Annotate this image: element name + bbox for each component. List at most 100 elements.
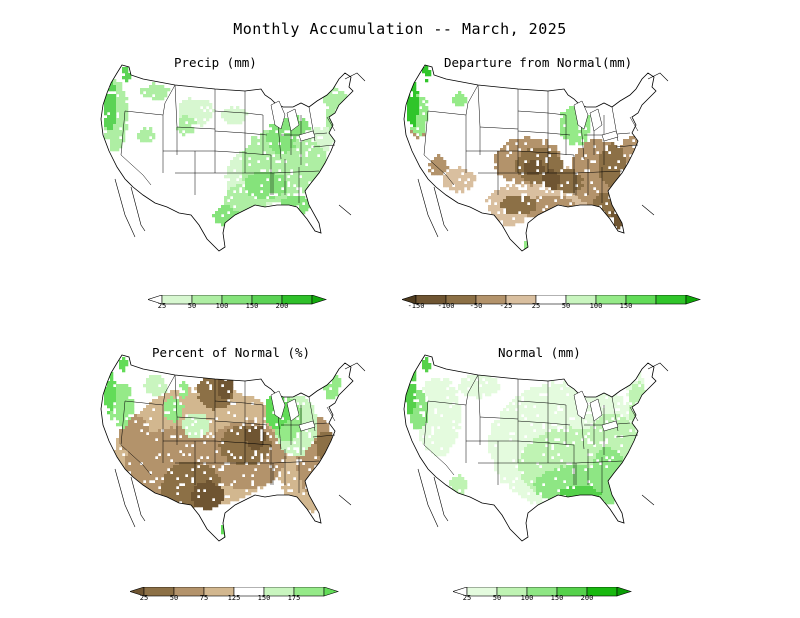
map-fill-cell (494, 154, 498, 158)
map-fill-cell (296, 399, 300, 403)
map-fill-cell (266, 160, 270, 164)
map-fill-cell (308, 187, 312, 191)
map-fill-cell (182, 495, 186, 499)
map-fill-cell (218, 441, 222, 445)
map-fill-cell (593, 151, 597, 155)
map-fill-cell (191, 489, 195, 493)
map-fill-cell (617, 163, 621, 167)
map-fill-cell (539, 199, 543, 203)
map-fill-cell (284, 187, 288, 191)
map-fill-cell (275, 435, 279, 439)
map-fill-cell (302, 408, 306, 412)
map-fill-cell (293, 214, 297, 218)
map-fill-cell (146, 462, 150, 466)
map-fill-cell (146, 474, 150, 478)
map-fill-cell (230, 160, 234, 164)
map-fill-cell (212, 441, 216, 445)
map-fill-cell (446, 172, 450, 176)
map-fill-cell (224, 175, 228, 179)
map-fill-cell (290, 423, 294, 427)
map-fill-cell (311, 462, 315, 466)
map-fill-cell (197, 492, 201, 496)
map-fill-cell (200, 387, 204, 391)
map-fill-cell (218, 402, 222, 406)
map-fill-cell (332, 456, 336, 460)
map-fill-cell (251, 411, 255, 415)
map-fill-cell (155, 480, 159, 484)
map-fill-cell (284, 208, 288, 212)
map-fill-cell (284, 136, 288, 140)
map-fill-cell (146, 441, 150, 445)
map-fill-cell (146, 91, 150, 95)
map-fill-cell (296, 453, 300, 457)
map-fill-cell (512, 148, 516, 152)
map-fill-cell (233, 432, 237, 436)
map-fill-cell (212, 468, 216, 472)
map-fill-cell (512, 202, 516, 206)
colorbar-tick-label: 50 (187, 302, 197, 310)
map-fill-cell (110, 375, 114, 379)
map-fill-cell (251, 166, 255, 170)
map-fill-cell (275, 190, 279, 194)
map-fill-cell (221, 402, 225, 406)
map-fill-cell (122, 429, 126, 433)
map-fill-cell (455, 97, 459, 101)
map-fill-cell (578, 196, 582, 200)
map-fill-cell (218, 423, 222, 427)
map-fill-cell (500, 163, 504, 167)
map-fill-cell (179, 414, 183, 418)
map-fill-cell (191, 486, 195, 490)
map-fill-cell (104, 127, 108, 131)
map-fill-cell (236, 115, 240, 119)
map-fill-cell (590, 190, 594, 194)
map-fill-cell (299, 202, 303, 206)
map-fill-cell (233, 157, 237, 161)
map-fill-cell (329, 393, 333, 397)
map-fill-cell (119, 145, 123, 149)
map-fill-cell (227, 468, 231, 472)
map-fill-cell (260, 468, 264, 472)
map-fill-cell (212, 396, 216, 400)
map-fill-cell (200, 450, 204, 454)
map-fill-cell (581, 175, 585, 179)
map-fill-cell (110, 414, 114, 418)
map-fill-cell (323, 489, 327, 493)
map-fill-cell (281, 471, 285, 475)
map-fill-cell (443, 163, 447, 167)
map-fill-cell (278, 166, 282, 170)
colorbar-segment (655, 294, 687, 305)
map-fill-cell (602, 208, 606, 212)
map-fill-cell (158, 438, 162, 442)
map-fill-cell (185, 465, 189, 469)
map-fill-cell (272, 130, 276, 134)
map-fill-cell (284, 154, 288, 158)
map-fill-cell (236, 474, 240, 478)
map-fill-cell (152, 426, 156, 430)
map-fill-cell (137, 468, 141, 472)
map-fill-cell (251, 136, 255, 140)
map-fill-cell (224, 384, 228, 388)
map-fill-cell (506, 172, 510, 176)
map-fill-cell (281, 423, 285, 427)
map-fill-cell (614, 184, 618, 188)
map-fill-cell (599, 160, 603, 164)
map-fill-cell (227, 402, 231, 406)
map-fill-cell (299, 435, 303, 439)
map-fill-cell (221, 456, 225, 460)
map-fill-cell (233, 393, 237, 397)
map-fill-cell (629, 136, 633, 140)
map-fill-cell (224, 453, 228, 457)
map-fill-cell (554, 217, 558, 221)
map-fill-cell (233, 417, 237, 421)
map-fill-cell (422, 115, 426, 119)
map-fill-cell (218, 384, 222, 388)
map-fill-cell (206, 492, 210, 496)
map-fill-cell (107, 387, 111, 391)
map-fill-cell (542, 199, 546, 203)
map-fill-cell (440, 157, 444, 161)
map-fill-cell (173, 483, 177, 487)
map-fill-cell (206, 447, 210, 451)
map-fill-cell (143, 88, 147, 92)
map-fill-cell (602, 205, 606, 209)
map-fill-cell (305, 405, 309, 409)
